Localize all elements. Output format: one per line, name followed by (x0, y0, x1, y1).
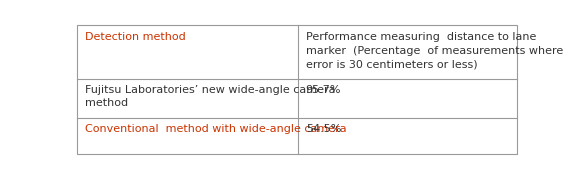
Text: Conventional  method with wide-angle camera: Conventional method with wide-angle came… (85, 124, 347, 134)
Text: Detection method: Detection method (85, 32, 186, 42)
Text: Fujitsu Laboratories’ new wide-angle camera
method: Fujitsu Laboratories’ new wide-angle cam… (85, 85, 335, 108)
Text: 95.7%: 95.7% (306, 85, 341, 95)
Text: 54.5%: 54.5% (306, 124, 341, 134)
Text: Performance measuring  distance to lane
marker  (Percentage  of measurements whe: Performance measuring distance to lane m… (306, 32, 563, 70)
